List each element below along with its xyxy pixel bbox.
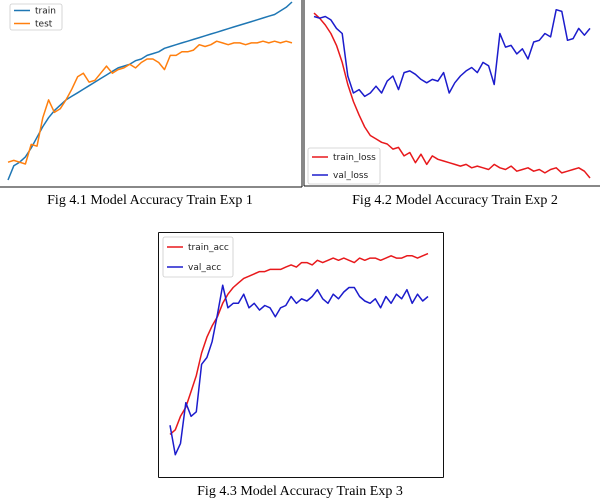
legend-label-val-loss: val_loss [333,171,369,181]
chart-1-legend: train test [9,3,63,31]
chart-panel-3: train_acc val_acc [158,232,444,482]
chart-2-svg: train_loss val_loss [303,0,600,187]
chart-panel-2: train_loss val_loss [303,0,600,190]
legend-label-val-acc: val_acc [188,263,221,273]
caption-fig-4-2: Fig 4.2 Model Accuracy Train Exp 2 [352,193,558,208]
caption-fig-4-3: Fig 4.3 Model Accuracy Train Exp 3 [197,484,403,499]
series-line-val-loss [313,8,591,98]
chart-3-svg: train_acc val_acc [158,232,444,478]
legend-label-train-loss: train_loss [333,153,376,163]
series-line-train-loss [313,12,591,179]
legend-label-train-acc: train_acc [188,243,229,253]
series-line-train-acc [169,252,429,435]
series-line-train [7,1,293,181]
chart-3-legend: train_acc val_acc [162,236,234,278]
chart-panel-1: train test [0,0,303,190]
series-line-val-acc [169,284,429,456]
series-line-test [7,40,293,165]
legend-label-test: test [35,20,53,30]
caption-fig-4-1: Fig 4.1 Model Accuracy Train Exp 1 [47,193,253,208]
chart-2-legend: train_loss val_loss [307,147,381,185]
legend-label-train: train [35,7,56,17]
chart-1-svg: train test [0,0,303,188]
